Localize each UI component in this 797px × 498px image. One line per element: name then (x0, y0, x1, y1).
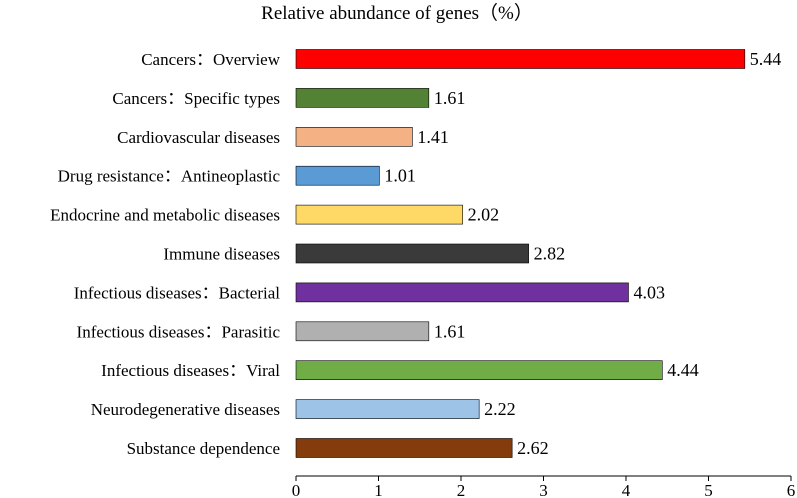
x-tick-label: 4 (622, 481, 631, 498)
bar (295, 321, 430, 342)
data-label: 2.62 (517, 438, 549, 458)
bar (295, 204, 463, 225)
x-tick-label: 6 (787, 481, 796, 498)
bar (295, 165, 380, 186)
data-label: 1.61 (434, 88, 466, 108)
category-label: Neurodegenerative diseases (91, 400, 280, 419)
bar (295, 88, 430, 108)
data-label: 2.22 (484, 399, 516, 419)
data-label: 2.02 (468, 205, 500, 225)
bar (295, 360, 663, 381)
category-label: Infectious diseases：Viral (101, 361, 280, 380)
bars-layer: Cancers：Overview 5.44 Cancers：Specific typ… (50, 49, 781, 458)
bar (295, 243, 529, 264)
x-tick-label: 0 (292, 481, 301, 498)
bar (295, 49, 746, 69)
category-label: Cancers：Specific types (112, 89, 280, 108)
bar (295, 438, 513, 458)
data-label: 4.03 (633, 282, 665, 302)
data-label: 5.44 (750, 49, 782, 69)
chart-title: Relative abundance of genes（%） (261, 2, 533, 24)
category-label: Cardiovascular diseases (117, 128, 280, 147)
bar (295, 399, 480, 419)
category-label: Infectious diseases：Bacterial (74, 283, 281, 302)
x-tick-label: 1 (374, 481, 383, 498)
x-tick-label: 3 (539, 481, 548, 498)
bar (295, 127, 413, 147)
category-label: Immune diseases (163, 245, 280, 264)
data-label: 1.41 (417, 127, 449, 147)
category-label: Substance dependence (127, 439, 280, 458)
category-label: Cancers：Overview (141, 50, 281, 69)
x-tick-label: 2 (457, 481, 466, 498)
category-label: Drug resistance：Antineoplastic (58, 167, 281, 186)
x-tick-label: 5 (704, 481, 713, 498)
data-label: 1.61 (434, 321, 466, 341)
data-label: 1.01 (384, 166, 416, 186)
x-axis: 0 1 2 3 4 5 6 (292, 475, 796, 498)
category-label: Infectious diseases：Parasitic (77, 322, 281, 341)
data-label: 2.82 (534, 244, 566, 264)
data-label: 4.44 (667, 360, 699, 380)
category-label: Endocrine and metabolic diseases (50, 206, 280, 225)
bar (295, 282, 629, 303)
